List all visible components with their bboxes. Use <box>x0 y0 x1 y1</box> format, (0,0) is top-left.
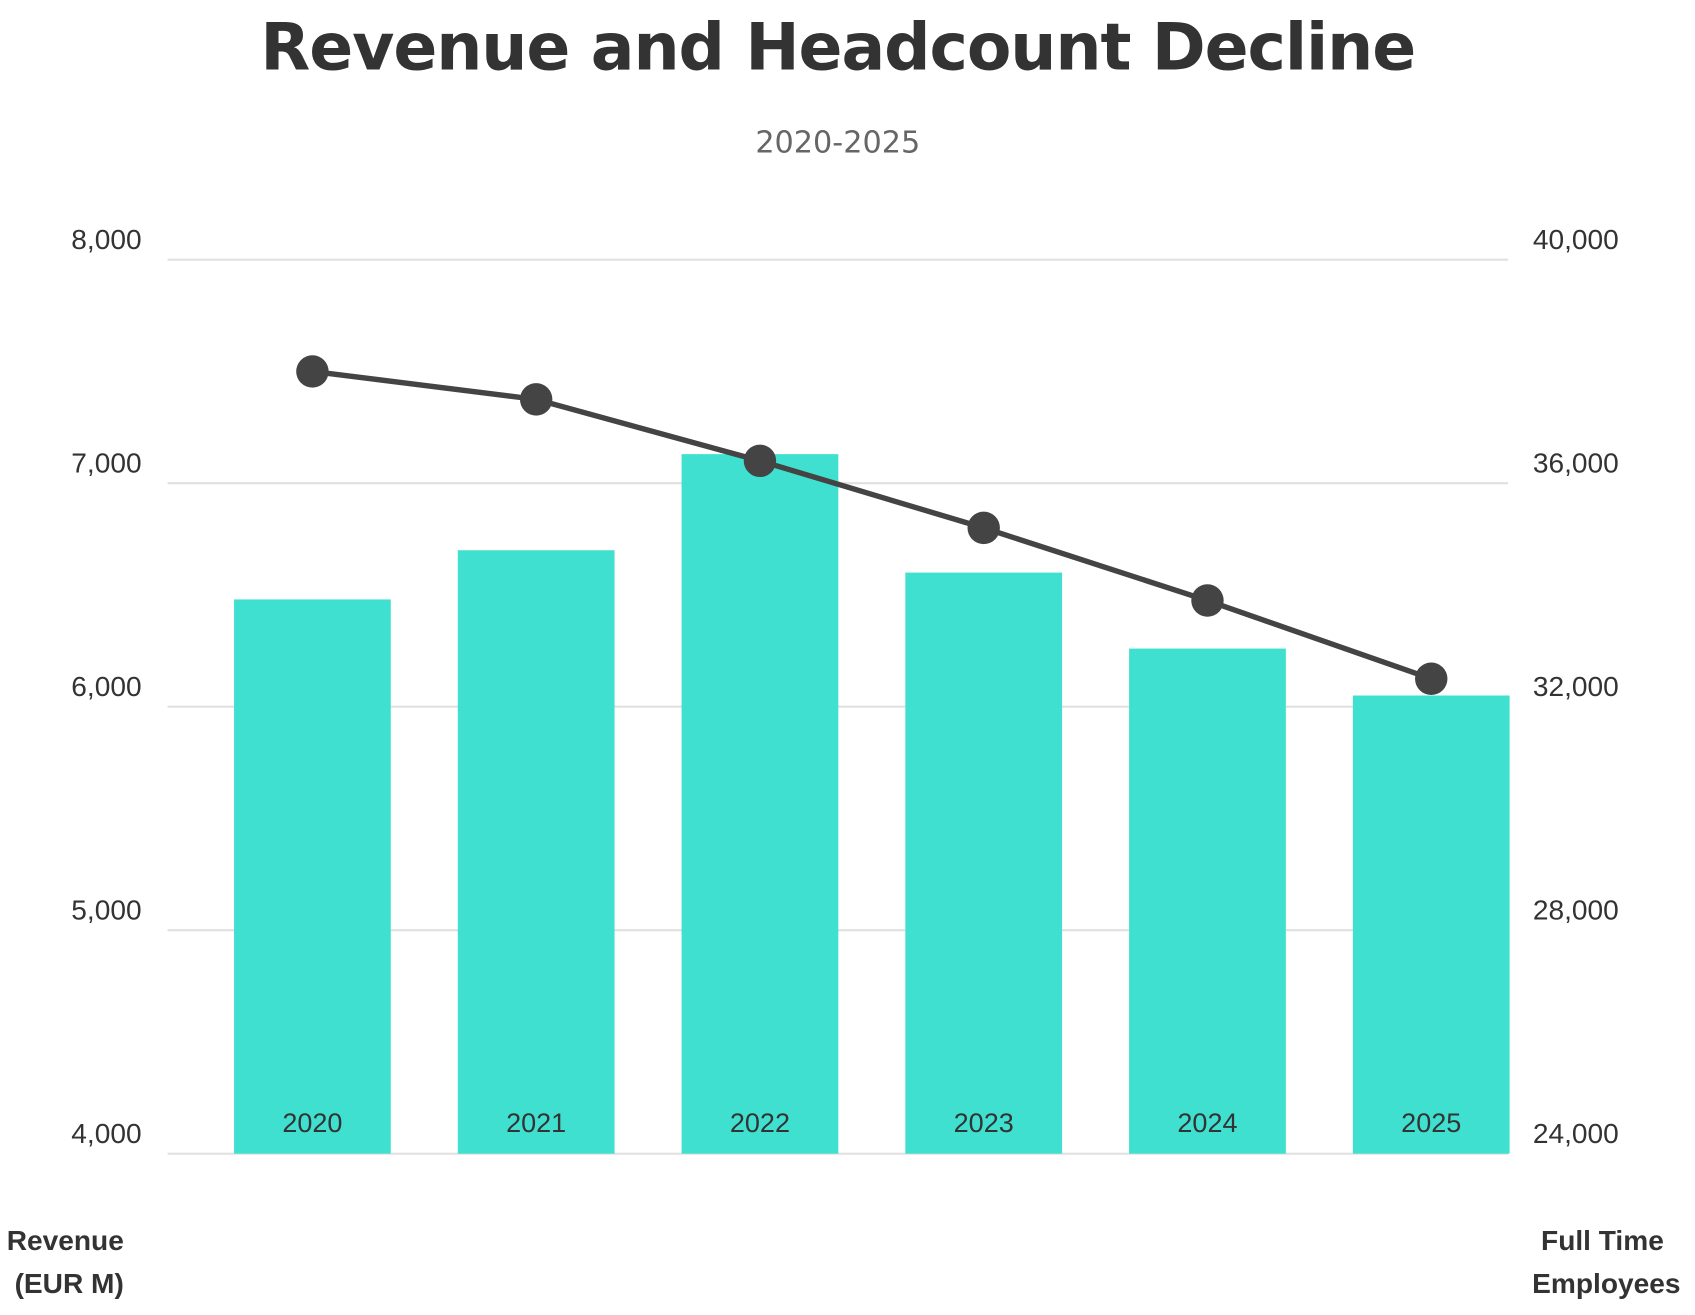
left-axis: 4,000 5,000 6,000 7,000 8,000 <box>71 224 141 1149</box>
left-tick-label: 7,000 <box>71 447 141 478</box>
bar-2024 <box>1129 648 1286 1154</box>
right-tick-label: 40,000 <box>1533 224 1619 255</box>
right-tick-label: 28,000 <box>1533 894 1619 925</box>
chart-title: Revenue and Headcount Decline <box>260 10 1415 85</box>
employees-point-2020 <box>296 355 329 388</box>
right-axis-title: Full Time Employees <box>1532 1225 1680 1299</box>
employees-line <box>312 368 1433 682</box>
bar-series: 2020 2021 2022 2023 2024 2025 <box>234 454 1510 1154</box>
employees-point-2025 <box>1415 662 1448 695</box>
left-axis-title: Revenue (EUR M) <box>7 1225 132 1299</box>
category-label: 2022 <box>730 1108 790 1138</box>
line-series <box>296 355 1448 695</box>
employees-point-2022 <box>743 444 777 478</box>
employees-point-2024 <box>1191 584 1224 617</box>
category-label: 2020 <box>282 1108 342 1138</box>
bar-2021 <box>457 550 615 1154</box>
left-tick-label: 8,000 <box>71 224 141 255</box>
right-tick-label: 32,000 <box>1533 671 1619 702</box>
employees-point-2021 <box>519 383 553 416</box>
chart-subtitle: 2020-2025 <box>755 126 920 161</box>
right-tick-label: 24,000 <box>1533 1118 1619 1149</box>
bar-2020 <box>234 599 391 1154</box>
right-axis: 24,000 28,000 32,000 36,000 40,000 <box>1533 224 1619 1149</box>
bar-2022 <box>681 454 839 1154</box>
left-tick-label: 5,000 <box>71 894 141 925</box>
bar-2025 <box>1352 695 1510 1154</box>
right-tick-label: 36,000 <box>1533 447 1619 478</box>
left-tick-label: 4,000 <box>71 1118 141 1149</box>
category-label: 2025 <box>1401 1108 1461 1138</box>
category-label: 2023 <box>954 1108 1014 1138</box>
category-label: 2024 <box>1177 1108 1237 1138</box>
left-tick-label: 6,000 <box>71 671 141 702</box>
bar-2023 <box>905 572 1063 1154</box>
category-label: 2021 <box>506 1108 566 1138</box>
employees-point-2023 <box>967 511 1000 545</box>
